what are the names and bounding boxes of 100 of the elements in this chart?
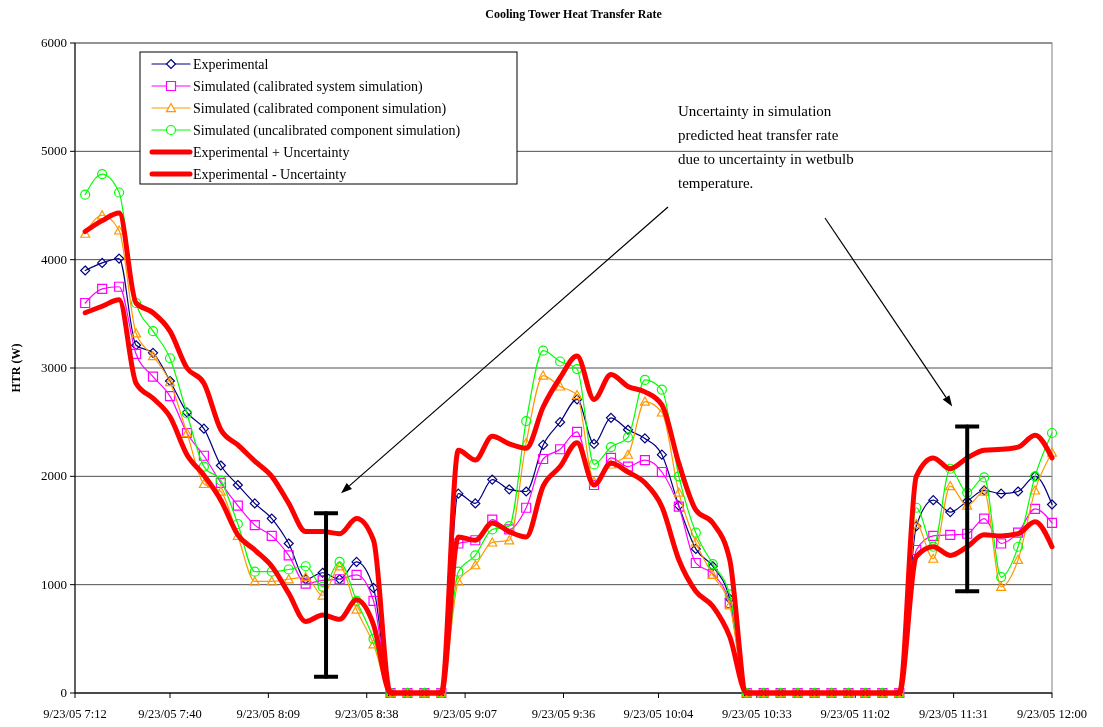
point bbox=[639, 374, 651, 386]
point bbox=[130, 340, 142, 351]
point bbox=[538, 453, 549, 465]
point bbox=[979, 472, 990, 483]
point bbox=[555, 417, 566, 428]
y-tick-label: 1000 bbox=[41, 576, 67, 592]
point bbox=[283, 564, 294, 575]
point bbox=[656, 384, 667, 395]
point bbox=[504, 484, 515, 495]
point bbox=[198, 450, 210, 461]
point bbox=[928, 495, 939, 506]
x-tick-label: 9/23/05 7:12 bbox=[43, 707, 107, 721]
y-tick-label: 5000 bbox=[41, 143, 67, 159]
point bbox=[639, 396, 651, 406]
x-tick-label: 9/23/05 11:02 bbox=[820, 707, 890, 721]
point bbox=[114, 187, 125, 198]
point bbox=[249, 498, 260, 509]
point bbox=[996, 538, 1007, 549]
point bbox=[1029, 485, 1041, 495]
x-tick-label: 9/23/05 10:33 bbox=[721, 707, 792, 721]
legend-label: Experimental bbox=[193, 57, 269, 72]
point bbox=[470, 550, 481, 561]
point bbox=[571, 394, 583, 405]
point bbox=[690, 557, 701, 569]
point bbox=[996, 581, 1007, 592]
point bbox=[555, 381, 566, 391]
point bbox=[249, 519, 260, 531]
point bbox=[996, 488, 1007, 499]
point bbox=[1029, 503, 1041, 514]
point bbox=[487, 537, 498, 547]
point bbox=[283, 538, 294, 549]
point bbox=[979, 513, 990, 524]
point bbox=[80, 189, 91, 200]
point bbox=[266, 576, 277, 586]
point bbox=[639, 454, 651, 466]
point bbox=[945, 529, 956, 540]
point bbox=[368, 595, 379, 607]
point bbox=[622, 449, 634, 459]
point bbox=[334, 556, 345, 568]
point bbox=[300, 578, 311, 589]
point bbox=[249, 576, 260, 586]
legend-label: Simulated (calibrated system simulation) bbox=[193, 79, 424, 95]
y-tick-label: 4000 bbox=[41, 251, 67, 267]
legend-label: Experimental - Uncertainty bbox=[193, 167, 347, 182]
point bbox=[521, 415, 532, 427]
y-tick-label: 2000 bbox=[41, 468, 67, 484]
point bbox=[164, 353, 176, 364]
point bbox=[690, 537, 701, 547]
point bbox=[1046, 517, 1058, 529]
point bbox=[351, 595, 362, 607]
legend-label: Experimental + Uncertainty bbox=[193, 145, 350, 160]
point bbox=[470, 560, 481, 570]
x-tick-label: 9/23/05 9:36 bbox=[531, 707, 596, 721]
point bbox=[1012, 541, 1024, 552]
x-tick-label: 9/23/05 8:09 bbox=[236, 707, 301, 721]
point bbox=[351, 569, 362, 581]
chart-title: Cooling Tower Heat Transfer Rate bbox=[485, 7, 663, 21]
point bbox=[673, 487, 684, 497]
point bbox=[266, 513, 277, 524]
point bbox=[232, 500, 243, 511]
point bbox=[215, 460, 226, 471]
point bbox=[351, 556, 362, 568]
point bbox=[656, 449, 667, 460]
x-tick-label: 9/23/05 9:07 bbox=[433, 707, 497, 721]
point bbox=[538, 439, 549, 451]
point bbox=[97, 168, 108, 180]
point bbox=[555, 356, 566, 367]
point bbox=[1012, 554, 1024, 564]
legend-label: Simulated (uncalibrated component simulation) bbox=[193, 123, 461, 139]
point bbox=[249, 566, 260, 577]
point bbox=[80, 297, 91, 309]
point bbox=[538, 370, 549, 380]
point bbox=[487, 524, 498, 535]
point bbox=[351, 604, 362, 614]
point bbox=[928, 530, 939, 542]
x-tick-label: 9/23/05 7:40 bbox=[138, 707, 202, 721]
point bbox=[300, 561, 311, 572]
point bbox=[97, 283, 108, 295]
point bbox=[945, 463, 956, 474]
point bbox=[605, 412, 617, 423]
x-tick-label: 9/23/05 8:38 bbox=[334, 707, 399, 721]
point bbox=[571, 363, 583, 375]
point bbox=[198, 461, 210, 472]
y-tick-label: 3000 bbox=[41, 360, 67, 375]
point bbox=[571, 389, 583, 400]
point bbox=[521, 486, 532, 497]
annotation: Uncertainty in simulation predicted heat transfer rate due to uncertainty in wetbulb temperature. bbox=[678, 103, 854, 191]
point bbox=[164, 391, 176, 402]
legend-label: Simulated (calibrated component simulation) bbox=[193, 101, 447, 117]
x-tick-label: 9/23/05 11:31 bbox=[918, 707, 989, 721]
point bbox=[588, 459, 600, 470]
point bbox=[198, 423, 210, 434]
point bbox=[945, 506, 956, 518]
x-tick-label: 9/23/05 10:04 bbox=[623, 707, 695, 721]
point bbox=[147, 326, 159, 337]
point bbox=[962, 487, 973, 498]
point bbox=[945, 480, 956, 491]
point bbox=[639, 433, 651, 444]
point bbox=[114, 253, 125, 264]
point bbox=[470, 535, 481, 546]
